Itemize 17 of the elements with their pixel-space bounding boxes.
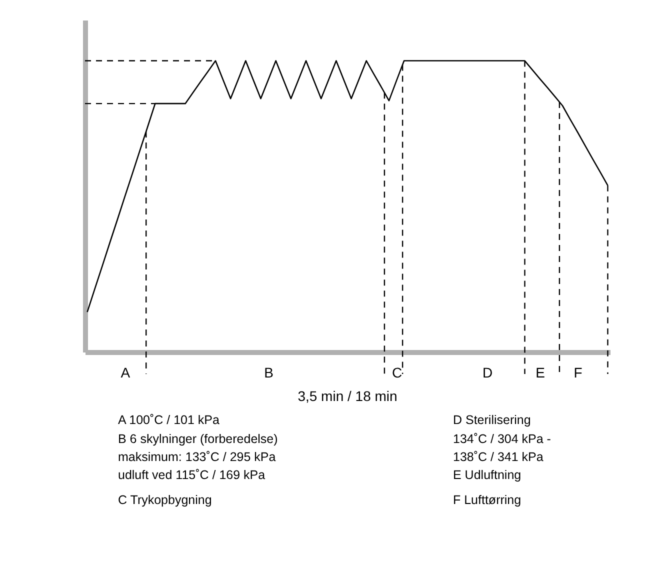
text: F Lufttørring <box>453 493 522 507</box>
text: 138˚C / 341 kPa <box>453 450 544 464</box>
text: A 100˚C / 101 kPa <box>118 413 220 427</box>
text: maksimum: 133˚C / 295 kPa <box>118 450 276 464</box>
x-tick-label: B <box>264 364 274 380</box>
text: D Sterilisering <box>453 413 531 427</box>
x-tick-label: D <box>482 364 493 380</box>
x-axis-title: 3,5 min / 18 min <box>298 388 398 404</box>
x-tick-label: A <box>120 364 131 380</box>
text: B 6 skylninger (forberedelse) <box>118 432 278 446</box>
text: C Trykopbygning <box>118 493 212 507</box>
text: udluft ved 115˚C / 169 kPa <box>118 468 266 482</box>
text: 134˚C / 304 kPa - <box>453 432 551 446</box>
x-tick-label: E <box>536 364 546 380</box>
x-tick-label: C <box>392 364 402 380</box>
text: E Udluftning <box>453 468 522 482</box>
x-tick-label: F <box>574 364 582 380</box>
